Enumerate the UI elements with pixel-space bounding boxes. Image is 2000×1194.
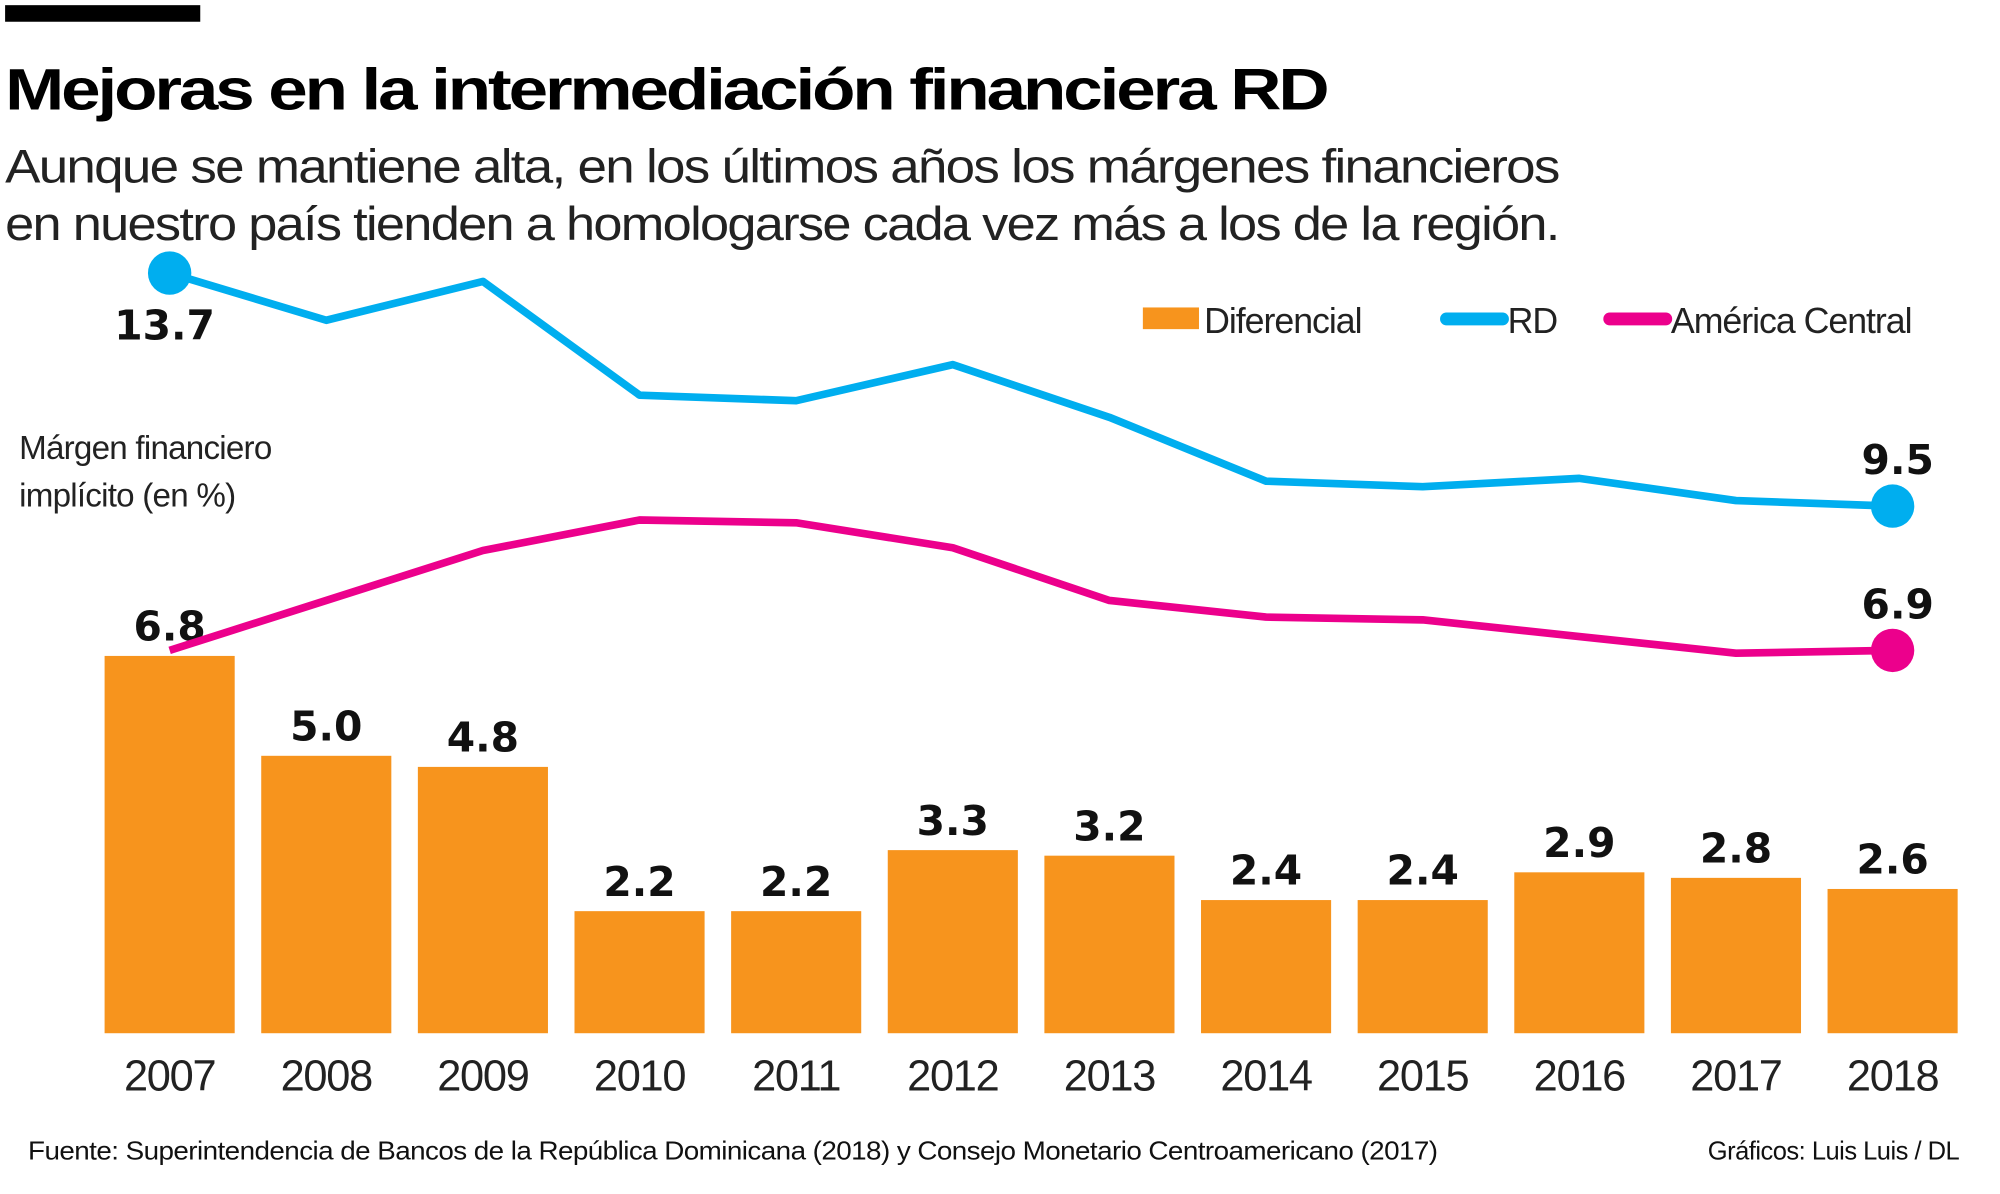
x-tick-2008: 2008 — [281, 1053, 373, 1101]
line-rd — [168, 269, 1893, 510]
legend-swatch-diferencial — [1142, 307, 1199, 330]
x-tick-2007: 2007 — [124, 1053, 215, 1101]
bar-label-2011: 2.2 — [760, 858, 832, 906]
bar-label-2018: 2.6 — [1856, 836, 1928, 884]
bar-2015 — [1357, 900, 1488, 1034]
bar-2014 — [1201, 900, 1332, 1034]
legend: Diferencial RD América Central — [1142, 301, 1913, 341]
point-rd-2007 — [147, 251, 192, 295]
title-accent-bar — [5, 5, 201, 22]
plot-area: 6.820075.020084.820092.220102.220113.320… — [104, 251, 1958, 1101]
x-tick-2015: 2015 — [1377, 1053, 1469, 1101]
bar-label-2017: 2.8 — [1700, 825, 1772, 873]
point-america-central-2018 — [1870, 628, 1915, 673]
bar-label-2016: 2.9 — [1543, 819, 1615, 867]
y-axis-label-line2: implícito (en %) — [19, 477, 235, 514]
point-rd-2018 — [1870, 484, 1915, 528]
legend-label-diferencial: Diferencial — [1204, 301, 1361, 341]
value-label-america-central-2018: 6.9 — [1862, 580, 1934, 628]
bar-2008 — [261, 755, 392, 1034]
y-axis-label-line1: Márgen financiero — [19, 430, 272, 467]
bar-2010 — [574, 911, 705, 1034]
legend-label-america-central: América Central — [1671, 301, 1912, 341]
x-tick-2014: 2014 — [1220, 1053, 1312, 1101]
chart-subtitle-line2: en nuestro país tienden a homologarse ca… — [5, 198, 1559, 251]
bar-2016 — [1514, 872, 1645, 1034]
bar-2009 — [417, 766, 548, 1034]
x-tick-2009: 2009 — [437, 1053, 529, 1101]
bar-2017 — [1670, 877, 1802, 1034]
bar-label-2013: 3.2 — [1073, 802, 1145, 850]
bar-label-2014: 2.4 — [1230, 847, 1302, 895]
chart-title: Mejoras en la intermediación financiera … — [5, 58, 1327, 123]
bar-2018 — [1827, 888, 1958, 1034]
bar-label-2012: 3.3 — [917, 797, 989, 845]
chart-subtitle-line1: Aunque se mantiene alta, en los últimos … — [5, 140, 1559, 193]
bar-label-2008: 5.0 — [290, 702, 362, 750]
credit-note: Gráficos: Luis Luis / DL — [1708, 1138, 1960, 1166]
bar-2011 — [731, 911, 862, 1034]
bar-label-2010: 2.2 — [603, 858, 675, 906]
x-tick-2016: 2016 — [1534, 1053, 1626, 1101]
x-tick-2017: 2017 — [1690, 1053, 1781, 1101]
bar-label-2009: 4.8 — [447, 714, 519, 762]
x-tick-2012: 2012 — [907, 1053, 998, 1101]
x-tick-2011: 2011 — [752, 1053, 840, 1101]
legend-label-rd: RD — [1508, 301, 1558, 341]
bar-2013 — [1044, 855, 1175, 1034]
bar-label-2015: 2.4 — [1387, 847, 1459, 895]
value-label-rd-2007: 13.7 — [114, 301, 215, 349]
x-tick-2010: 2010 — [594, 1053, 686, 1101]
line-america-central — [168, 516, 1893, 657]
value-label-rd-2018: 9.5 — [1862, 436, 1934, 484]
source-note: Fuente: Superintendencia de Bancos de la… — [28, 1138, 1437, 1166]
bar-2007 — [104, 655, 235, 1034]
x-tick-2018: 2018 — [1847, 1053, 1939, 1101]
bar-2012 — [887, 850, 1018, 1034]
x-tick-2013: 2013 — [1064, 1053, 1156, 1101]
